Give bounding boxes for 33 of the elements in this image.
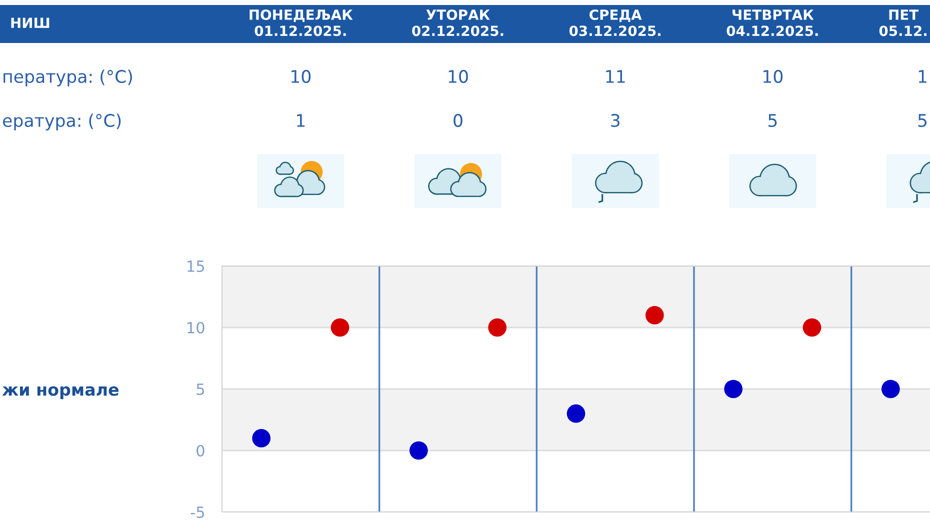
- data-label: 10: [764, 70, 783, 84]
- text: НИШ: [11, 18, 50, 28]
- y-tick-label: 5: [196, 384, 204, 396]
- y-tick-label: 15: [188, 260, 204, 272]
- point: [252, 429, 271, 448]
- category-label: СРЕДА 03.12.2025.: [569, 9, 660, 36]
- data-label: 1: [297, 114, 305, 127]
- y-tick-label: 0: [196, 444, 204, 457]
- point: [881, 380, 900, 398]
- category-label: ЧЕТВРТАК 04.12.2025.: [726, 10, 818, 36]
- data-label: 11: [606, 70, 625, 83]
- point: [645, 306, 664, 324]
- data-label: 1: [918, 70, 926, 83]
- data-label: 10: [448, 70, 468, 84]
- point: [802, 318, 822, 337]
- data-label: 0: [454, 114, 462, 128]
- y-tick-label: 10: [188, 322, 204, 334]
- text: жи нормале: [2, 386, 119, 400]
- data-label: 3: [611, 114, 620, 128]
- point: [724, 380, 743, 398]
- data-label: 5: [768, 114, 777, 128]
- category-label: ПЕТ 05.12.: [879, 10, 926, 36]
- y-tick-label: -5: [190, 506, 204, 518]
- text: пература: (°C): [4, 70, 132, 86]
- category-label: УТОРАК 02.12.2025.: [412, 9, 504, 36]
- point: [409, 441, 428, 460]
- text: ература: (°C): [2, 114, 121, 130]
- data-label: 10: [292, 70, 311, 84]
- data-label: 5: [918, 114, 927, 128]
- point: [488, 318, 507, 337]
- point: [330, 318, 350, 337]
- category-label: ПОНЕДЕЉАК 01.12.2025.: [250, 9, 353, 36]
- point: [566, 404, 586, 423]
